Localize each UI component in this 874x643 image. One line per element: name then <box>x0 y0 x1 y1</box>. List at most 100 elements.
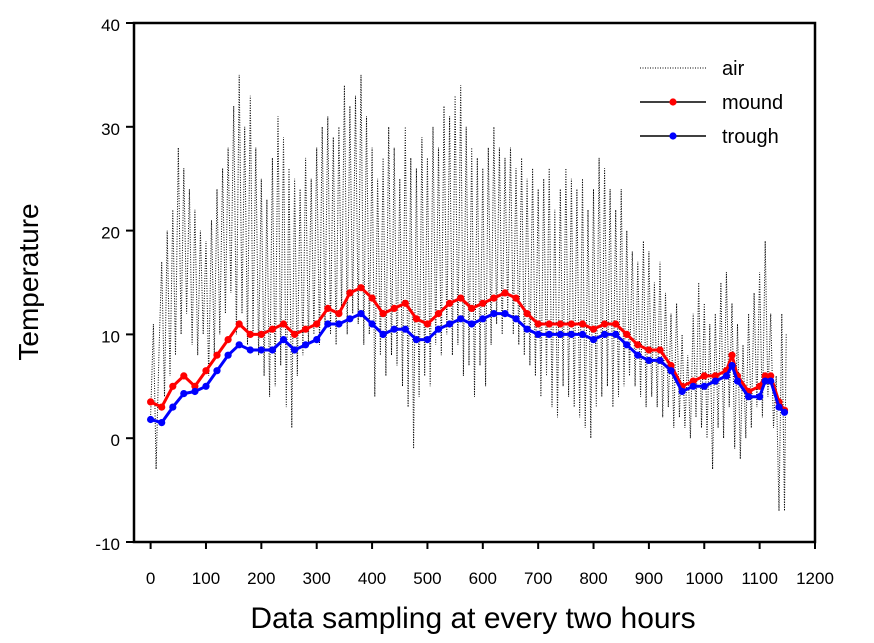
series-mound-point <box>235 320 243 328</box>
series-mound-point <box>390 304 398 312</box>
series-trough-point <box>767 377 775 385</box>
series-trough-point <box>667 367 675 375</box>
x-axis-title: Data sampling at every two hours <box>250 602 695 635</box>
legend-item-mound: mound <box>640 92 783 114</box>
y-tick-label: 0 <box>111 431 120 450</box>
series-trough-point <box>728 361 736 370</box>
series-trough-point <box>246 346 254 354</box>
x-tick-label: 700 <box>524 569 552 588</box>
series-mound-point <box>601 320 609 328</box>
series-trough-point <box>645 356 653 364</box>
series-mound-point <box>689 377 697 385</box>
series-mound-point <box>634 341 642 349</box>
series-trough-point <box>213 367 221 375</box>
series-mound-point <box>446 299 454 307</box>
series-trough-point <box>556 330 564 338</box>
series-mound-point <box>512 294 520 302</box>
series-layer <box>147 74 789 511</box>
series-mound-point <box>224 336 232 344</box>
series-trough-point <box>169 403 177 411</box>
x-tick-label: 800 <box>579 569 607 588</box>
series-trough-point <box>534 330 542 338</box>
series-trough-point <box>368 320 376 328</box>
series-trough-point <box>390 325 398 333</box>
series-trough-point <box>567 330 576 338</box>
series-trough-point <box>191 387 199 396</box>
y-tick-label: 40 <box>101 16 120 35</box>
series-mound-point <box>357 284 365 292</box>
x-tick-label: 600 <box>469 569 497 588</box>
series-trough-point <box>634 351 642 359</box>
x-tick-label: 0 <box>146 569 155 588</box>
series-trough-point <box>689 382 697 390</box>
x-tick-label: 100 <box>192 569 220 588</box>
series-mound-point <box>279 320 288 328</box>
series-mound-point <box>523 310 531 318</box>
series-trough-point <box>501 310 509 318</box>
series-trough-point <box>756 393 764 401</box>
series-mound-point <box>169 382 177 390</box>
series-mound-point <box>761 372 769 380</box>
series-mound-point <box>623 330 631 338</box>
series-mound-point <box>767 372 775 380</box>
y-tick-label: 30 <box>101 120 120 139</box>
series-mound-point <box>612 320 620 328</box>
legend-label: air <box>722 58 745 80</box>
series-air <box>150 74 787 511</box>
series-mound-point <box>434 310 443 318</box>
x-tick-label: 500 <box>413 569 441 588</box>
series-trough-point <box>158 419 166 427</box>
y-tick-label: -10 <box>95 535 120 554</box>
x-tick-label: 300 <box>303 569 331 588</box>
series-air-line <box>150 74 787 511</box>
series-mound-point <box>401 299 409 307</box>
legend-item-trough: trough <box>640 126 779 148</box>
series-mound-point <box>379 310 387 318</box>
series-trough-point <box>700 382 708 390</box>
series-trough-point <box>180 390 188 398</box>
legend-label: mound <box>722 92 783 114</box>
legend-marker <box>669 132 677 140</box>
series-trough-point <box>423 336 431 344</box>
series-trough-point <box>224 351 232 359</box>
series-mound-point <box>589 325 598 333</box>
series-mound-point <box>545 320 553 328</box>
series-mound-point <box>158 403 166 411</box>
x-tick-label: 900 <box>635 569 663 588</box>
series-trough-point <box>335 320 343 328</box>
series-trough-point <box>775 403 783 411</box>
series-mound-point <box>368 294 376 302</box>
series-trough <box>147 310 789 427</box>
series-trough-point <box>589 336 598 344</box>
series-mound-point <box>479 299 487 307</box>
x-tick-label: 400 <box>358 569 386 588</box>
series-trough-point <box>656 356 664 364</box>
series-mound-point <box>412 315 420 323</box>
series-mound-point <box>556 320 564 328</box>
series-trough-point <box>346 315 354 323</box>
series-trough-point <box>623 341 631 349</box>
series-trough-point <box>578 330 587 338</box>
series-trough-point <box>268 346 276 354</box>
series-trough-point <box>357 310 365 318</box>
x-tick-label: 200 <box>247 569 275 588</box>
series-mound-point <box>645 346 653 354</box>
series-mound-point <box>490 294 498 302</box>
series-mound-point <box>202 367 210 375</box>
y-tick-label: 10 <box>101 327 120 346</box>
series-trough-point <box>523 325 531 333</box>
series-trough-point <box>235 341 243 349</box>
series-mound-point <box>313 320 321 328</box>
series-mound-point <box>728 351 736 359</box>
series-mound-point <box>567 320 576 328</box>
series-trough-point <box>302 341 310 349</box>
series-trough-point <box>412 336 420 344</box>
series-mound-point <box>534 320 542 328</box>
x-tick-label: 1200 <box>796 569 834 588</box>
series-mound-point <box>711 372 719 380</box>
series-trough-point <box>446 320 454 328</box>
series-mound-point <box>246 330 254 338</box>
y-axis-title: Temperature <box>13 203 44 360</box>
series-mound-point <box>501 289 509 297</box>
series-trough-point <box>434 325 443 333</box>
